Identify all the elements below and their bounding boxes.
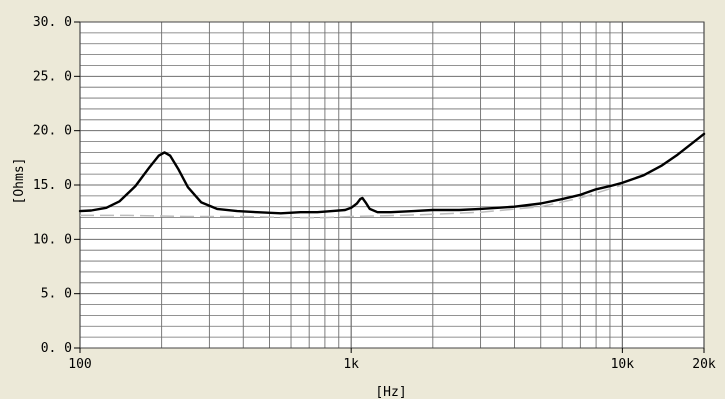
y-tick-label: 0. 0 <box>41 341 72 356</box>
y-tick-label: 5. 0 <box>41 287 72 302</box>
y-tick-label: 30. 0 <box>33 15 72 30</box>
x-tick-label: 100 <box>68 357 91 372</box>
y-tick-label: 15. 0 <box>33 178 72 193</box>
y-tick-label: 25. 0 <box>33 69 72 84</box>
x-axis-title: [Hz] <box>375 385 406 399</box>
x-tick-label: 1k <box>343 357 359 372</box>
grid <box>79 21 705 349</box>
x-tick-label: 20k <box>692 357 716 372</box>
y-tick-label: 10. 0 <box>33 232 72 247</box>
impedance-curve <box>78 132 706 215</box>
y-tick-label: 20. 0 <box>33 124 72 139</box>
reference-line <box>80 184 623 219</box>
axis-ticks: 0. 0 5. 0 10. 0 15. 0 20. 0 25. 0 30. 0 100 1k 10… <box>33 15 716 372</box>
series-line <box>78 132 706 215</box>
y-axis-title: [Ohms] <box>12 158 27 205</box>
x-tick-label: 10k <box>611 357 635 372</box>
reference-curve <box>80 184 623 219</box>
